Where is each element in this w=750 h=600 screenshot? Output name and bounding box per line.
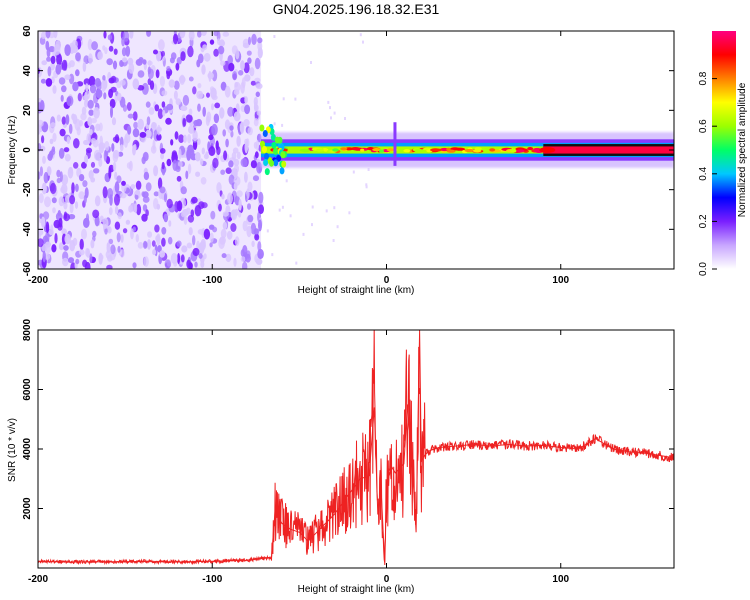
x-tick-label: 0 <box>384 574 390 585</box>
x-tick-label: 0 <box>384 275 390 286</box>
y-tick-label: 8000 <box>22 318 33 341</box>
colorbar-label: Normalized spectral amplitude <box>737 82 748 217</box>
y-tick-label: -40 <box>22 222 33 237</box>
snr-line-series <box>38 330 674 566</box>
y-tick-label: 2000 <box>22 497 33 520</box>
snr-line-anchors <box>38 330 674 566</box>
signal-band <box>259 122 674 176</box>
x-tick-label: 100 <box>552 275 569 286</box>
y-tick-label: 0 <box>22 147 33 153</box>
spectrogram-x-axis-label: Height of straight line (km) <box>298 285 415 296</box>
colorbar-tick-label: 0.8 <box>698 71 709 85</box>
y-tick-label: 40 <box>22 65 33 77</box>
colorbar-tick-label: 0.0 <box>698 262 709 276</box>
noise-region <box>38 31 370 269</box>
x-tick-label: -100 <box>202 574 222 585</box>
y-tick-label: 60 <box>22 25 33 37</box>
snr-axis-ticks: -200 -100 0 100 2000 4000 6000 8000 <box>22 318 674 585</box>
x-tick-label: -200 <box>28 275 48 286</box>
colorbar-tick-label: 0.2 <box>698 214 709 228</box>
snr-line <box>38 330 674 566</box>
colorbar-tick-label: 0.6 <box>698 119 709 133</box>
x-tick-label: -100 <box>202 275 222 286</box>
snr-y-axis-label: SNR (10 * v/v) <box>7 418 18 482</box>
y-tick-label: -60 <box>22 261 33 276</box>
colorbar: 0.0 0.2 0.4 0.6 0.8 Normalized spectral ampl… <box>698 31 748 276</box>
y-tick-label: 20 <box>22 104 33 116</box>
colorbar-gradient <box>712 31 736 269</box>
y-tick-label: 6000 <box>22 378 33 401</box>
y-tick-label: -20 <box>22 182 33 197</box>
x-tick-label: 100 <box>552 574 569 585</box>
colorbar-ticks: 0.0 0.2 0.4 0.6 0.8 <box>698 71 717 276</box>
snr-x-axis-label: Height of straight line (km) <box>298 584 415 595</box>
spectrogram-heatmap <box>38 31 674 269</box>
x-tick-label: -200 <box>28 574 48 585</box>
snr-panel: -200 -100 0 100 2000 4000 6000 8000 Height of s… <box>7 318 675 595</box>
figure-title: GN04.2025.196.18.32.E31 <box>273 1 440 17</box>
y-tick-label: 4000 <box>22 437 33 460</box>
spectrogram-y-axis-label: Frequency (Hz) <box>7 116 18 185</box>
colorbar-tick-label: 0.4 <box>698 166 709 180</box>
